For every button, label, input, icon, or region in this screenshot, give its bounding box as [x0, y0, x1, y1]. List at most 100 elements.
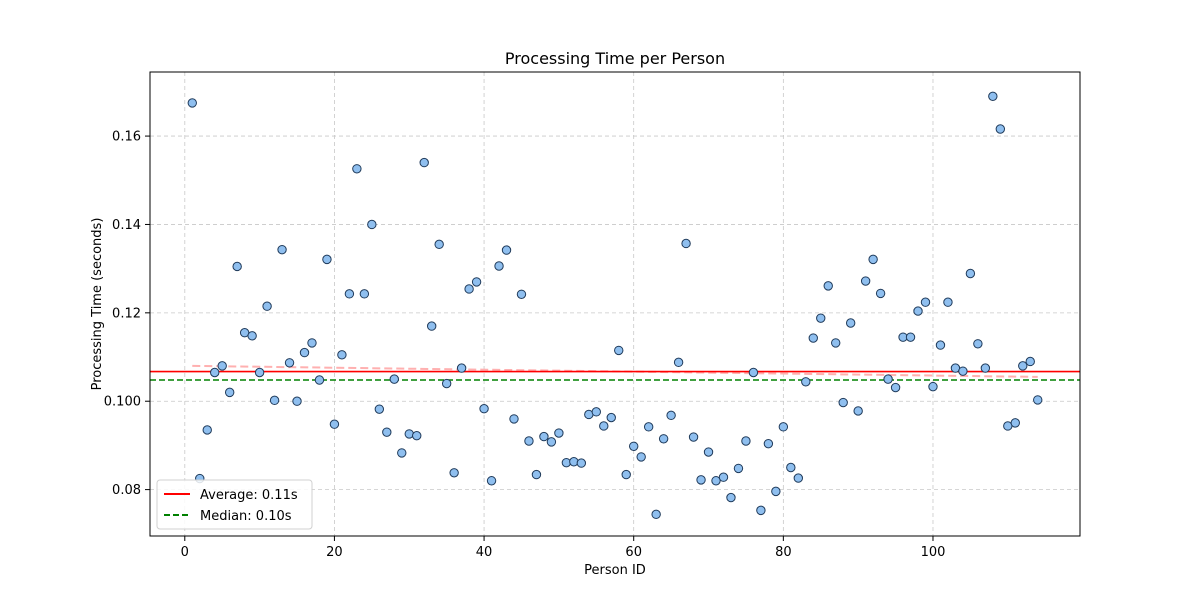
data-point: [494, 261, 504, 271]
data-point: [756, 505, 766, 516]
y-tick-label: 0.100: [104, 395, 141, 410]
data-point: [254, 367, 265, 378]
data-point: [224, 387, 235, 398]
data-point: [688, 432, 699, 442]
data-point: [808, 333, 818, 343]
data-point: [643, 422, 654, 432]
data-point: [793, 473, 804, 483]
data-point: [456, 363, 467, 373]
data-point: [546, 437, 557, 447]
data-point: [307, 338, 317, 348]
reference-lines: [150, 364, 1080, 381]
data-point: [359, 289, 370, 299]
data-point: [367, 219, 377, 230]
data-point: [344, 289, 355, 299]
data-point: [479, 404, 489, 414]
data-point: [284, 358, 295, 368]
data-point: [629, 441, 639, 451]
data-point: [718, 472, 729, 482]
data-point: [763, 438, 774, 449]
data-point: [1018, 361, 1028, 371]
data-point: [681, 238, 691, 249]
data-point: [599, 421, 609, 431]
data-point: [277, 244, 287, 255]
data-point: [890, 382, 901, 393]
data-point: [786, 462, 796, 473]
data-point: [741, 436, 751, 446]
data-point: [845, 318, 856, 328]
data-point: [516, 289, 527, 299]
x-tick-label: 0: [181, 545, 189, 560]
data-point: [965, 268, 976, 279]
data-point: [636, 452, 646, 462]
data-point: [382, 427, 392, 437]
data-point: [748, 367, 759, 378]
data-point: [531, 469, 542, 480]
data-point: [426, 321, 437, 331]
data-point: [441, 378, 452, 389]
data-point: [434, 239, 444, 250]
data-point: [269, 395, 280, 406]
data-point: [509, 414, 519, 424]
y-tick-label: 0.14: [112, 218, 141, 233]
data-point: [292, 396, 302, 406]
data-point: [673, 357, 684, 368]
data-point: [853, 406, 863, 416]
data-point: [928, 381, 938, 392]
data-point: [471, 277, 482, 287]
data-point: [1033, 395, 1043, 405]
data-point: [905, 332, 916, 342]
data-point: [838, 397, 848, 408]
x-tick-label: 20: [326, 545, 343, 560]
y-axis: 0.08 0.100 0.12 0.14 0.16: [104, 130, 150, 498]
data-point: [262, 301, 272, 311]
data-point: [606, 412, 616, 423]
data-point: [486, 476, 497, 486]
data-point: [875, 288, 886, 299]
data-point: [187, 98, 197, 108]
y-axis-label: Processing Time (seconds): [90, 218, 105, 391]
data-point: [980, 363, 991, 373]
x-tick-label: 60: [625, 545, 642, 560]
data-point: [449, 468, 459, 478]
data-point: [329, 419, 340, 429]
y-tick-label: 0.12: [112, 306, 141, 321]
data-point: [823, 281, 833, 291]
data-point: [322, 254, 332, 265]
data-point: [569, 457, 579, 467]
x-axis: 0 20 40 60 80 100: [181, 536, 946, 560]
data-point: [412, 430, 422, 441]
x-tick-label: 40: [476, 545, 493, 560]
data-point: [202, 425, 212, 435]
data-point: [666, 410, 676, 421]
data-point: [464, 284, 474, 294]
plot-frame: [149, 71, 1081, 537]
data-point: [352, 164, 362, 174]
data-point: [801, 377, 811, 387]
data-point: [576, 458, 587, 468]
y-tick-label: 0.08: [112, 483, 141, 498]
data-point: [711, 476, 721, 486]
data-point: [733, 463, 744, 474]
data-point: [299, 347, 310, 358]
data-point: [973, 339, 983, 349]
data-point: [703, 447, 714, 457]
data-point: [943, 297, 953, 307]
data-points: [187, 91, 1043, 520]
legend-label-median: Median: 0.10s: [200, 509, 292, 524]
data-point: [374, 404, 385, 414]
data-point: [389, 374, 399, 384]
legend: Average: 0.11s Median: 0.10s: [156, 479, 313, 530]
data-point: [860, 276, 871, 286]
data-point: [868, 254, 878, 265]
x-tick-label: 100: [921, 545, 946, 560]
data-point: [958, 366, 968, 376]
x-tick-label: 80: [775, 545, 792, 560]
data-point: [314, 375, 325, 385]
data-point: [397, 448, 407, 458]
data-point: [651, 509, 661, 520]
data-point: [621, 469, 631, 480]
x-axis-label: Person ID: [584, 563, 646, 578]
